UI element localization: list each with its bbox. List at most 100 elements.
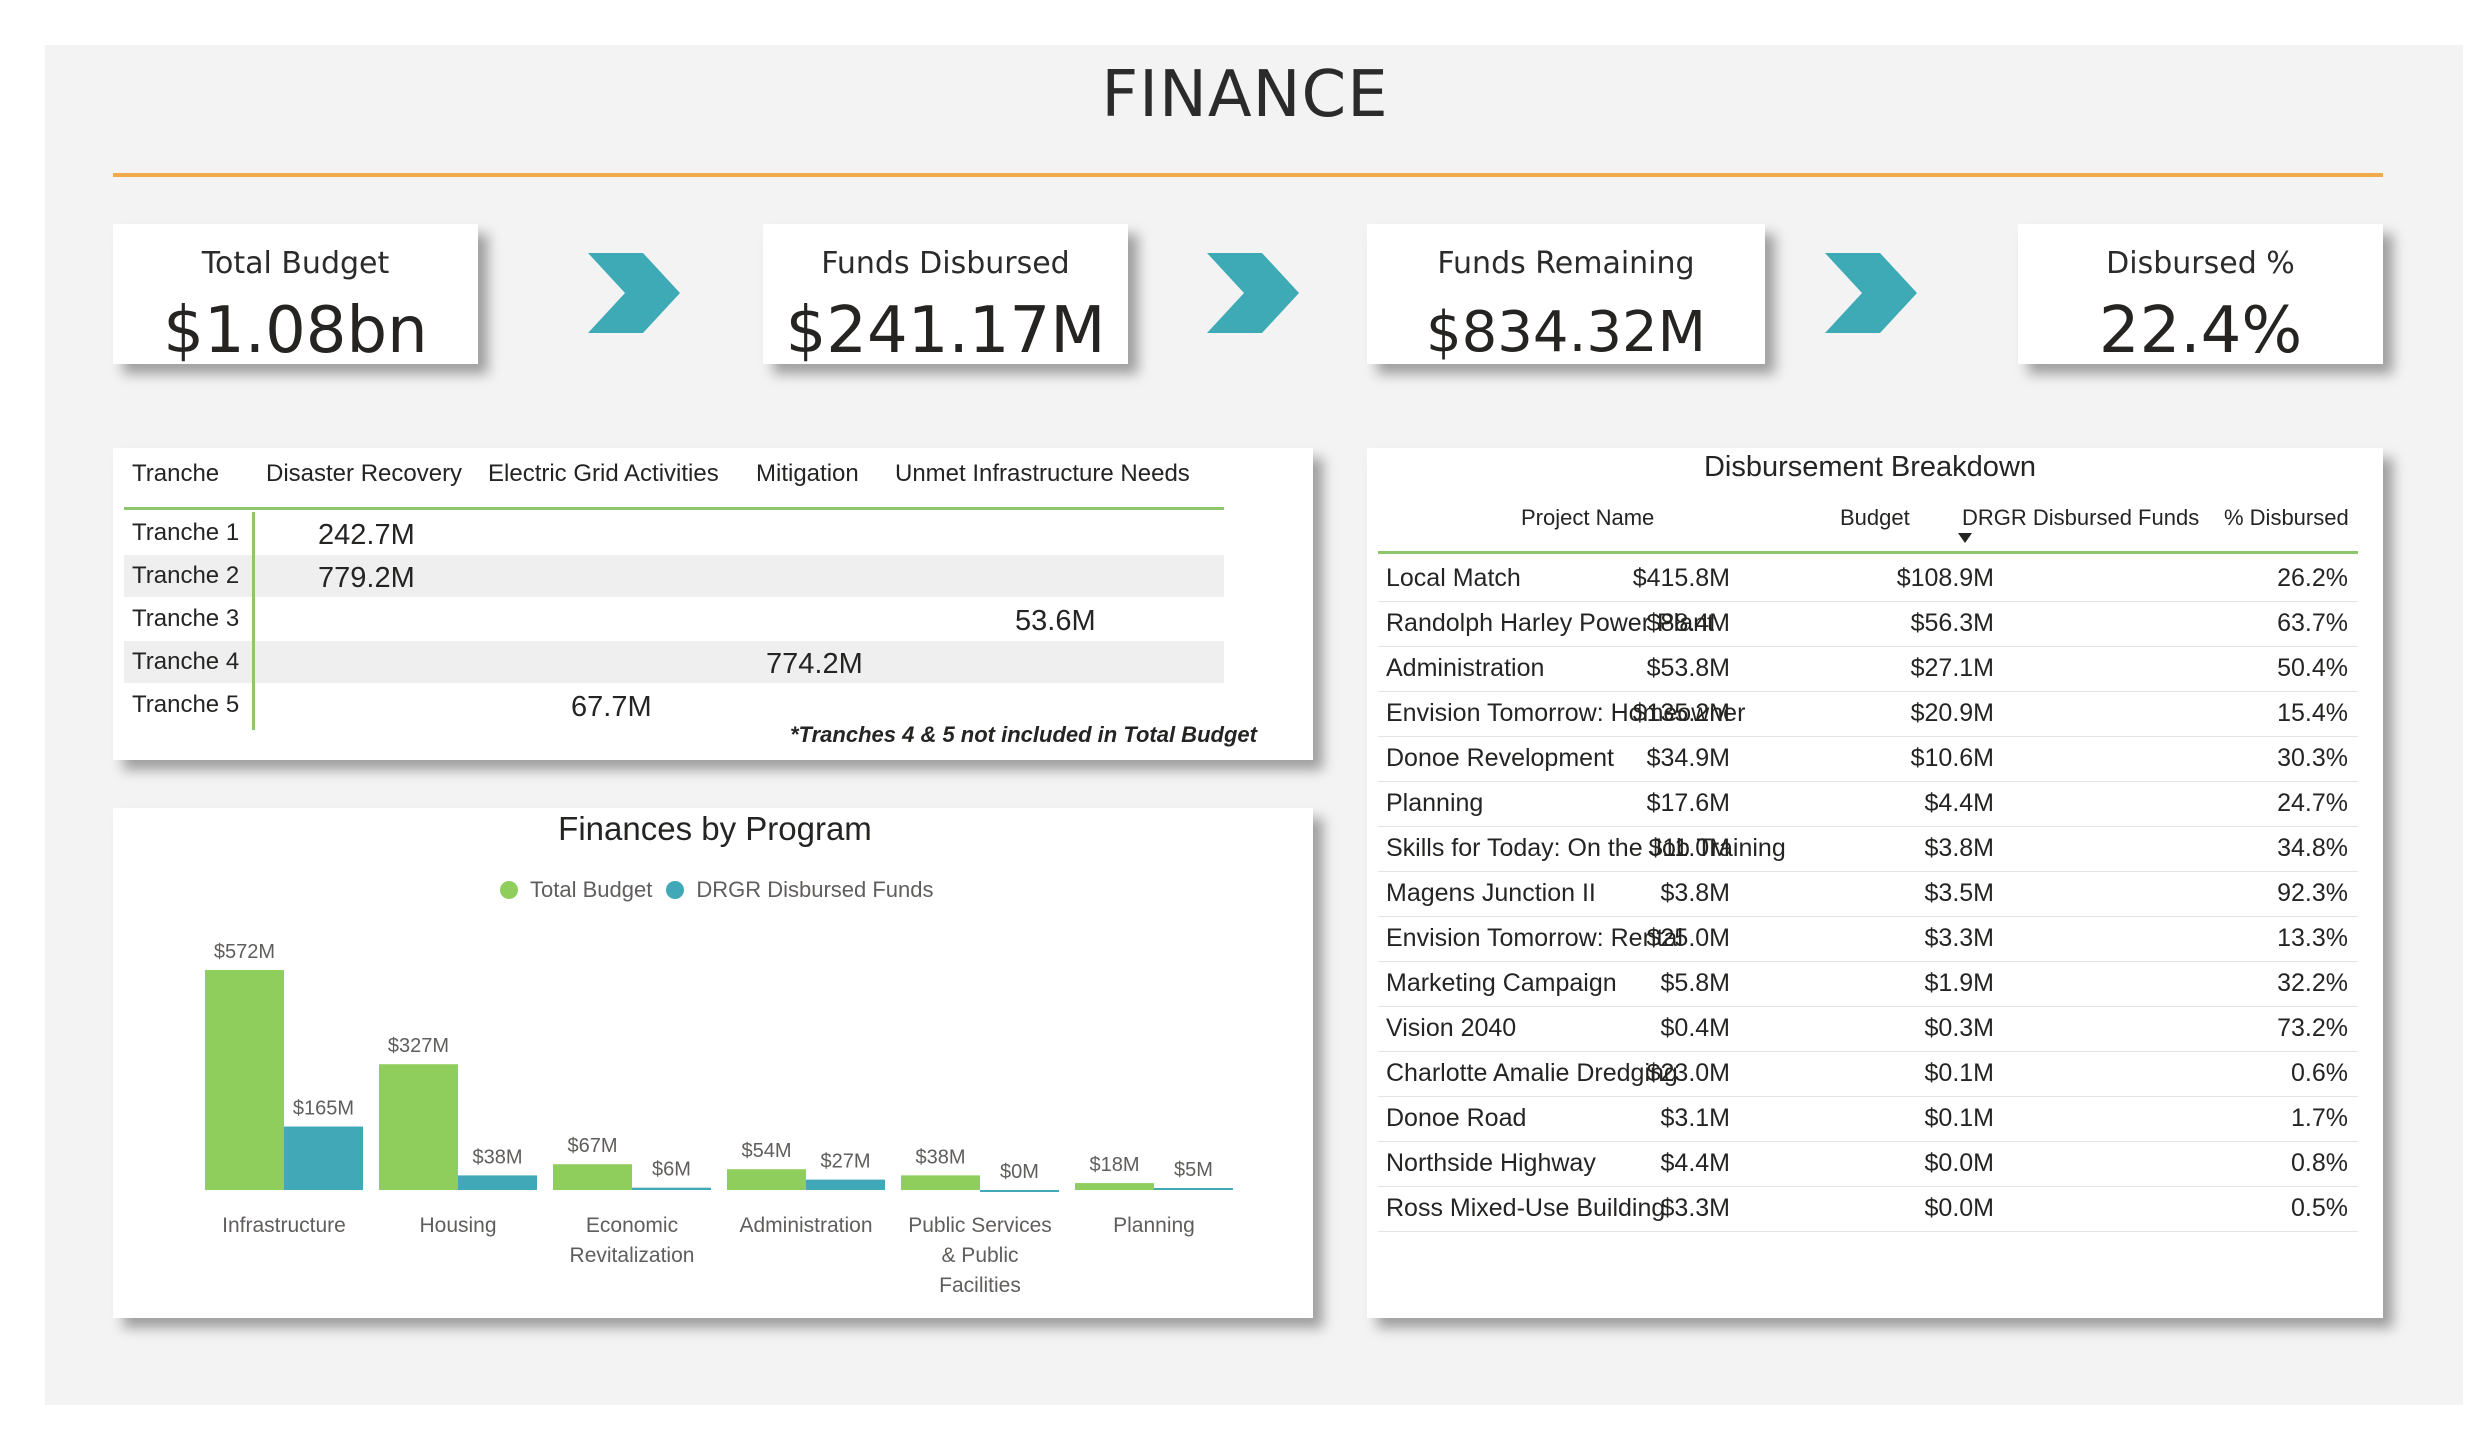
budget-cell: $3.8M	[1660, 879, 1730, 907]
project-name-cell: Northside Highway	[1386, 1149, 1596, 1177]
project-name-cell: Envision Tomorrow: Rental	[1386, 924, 1683, 952]
bar-total-budget[interactable]	[727, 1169, 806, 1190]
x-axis-category-label: Housing	[419, 1214, 496, 1237]
bar-drgr-disbursed[interactable]	[806, 1179, 885, 1190]
bar-drgr-disbursed[interactable]	[284, 1126, 363, 1190]
percent-disbursed-cell: 1.7%	[2291, 1104, 2348, 1132]
matrix-row[interactable]: Tranche 4 774.2M	[124, 641, 1224, 683]
kpi-card-total-budget[interactable]: Total Budget $1.08bn	[113, 224, 478, 368]
bar-total-budget[interactable]	[379, 1064, 458, 1190]
project-name-cell: Planning	[1386, 789, 1484, 817]
legend-label-total-budget: Total Budget	[530, 877, 653, 902]
disbursement-card[interactable]	[1367, 448, 2383, 1318]
table-header-divider	[1378, 551, 2358, 554]
table-row[interactable]: Magens Junction II $3.8M $3.5M 92.3%	[1378, 871, 2358, 917]
table-row[interactable]: Envision Tomorrow: Rental $25.0M $3.3M 13.3…	[1378, 916, 2358, 962]
bar-total-budget[interactable]	[553, 1164, 632, 1190]
kpi-card-funds-remaining[interactable]: Funds Remaining $834.32M	[1367, 224, 1765, 365]
matrix-row[interactable]: Tranche 2 779.2M	[124, 555, 1224, 597]
table-row[interactable]: Charlotte Amalie Dredging $23.0M $0.1M 0.6%	[1378, 1051, 2358, 1097]
table-row[interactable]: Administration $53.8M $27.1M 50.4%	[1378, 646, 2358, 692]
kpi-card-disbursed-percent[interactable]: Disbursed % 22.4%	[2018, 224, 2383, 368]
matrix-footnote: *Tranches 4 & 5 not included in Total Bu…	[790, 722, 1257, 747]
kpi-label: Funds Disbursed	[821, 246, 1070, 281]
budget-cell: $4.4M	[1660, 1149, 1730, 1177]
project-name-cell: Marketing Campaign	[1386, 969, 1617, 997]
chevron-right-icon	[1825, 253, 1917, 333]
budget-cell: $5.8M	[1660, 969, 1730, 997]
table-row[interactable]: Donoe Revelopment $34.9M $10.6M 30.3%	[1378, 736, 2358, 782]
disbursed-funds-cell: $1.9M	[1924, 969, 1994, 997]
matrix-row[interactable]: Tranche 1 242.7M	[124, 512, 1224, 554]
matrix-row[interactable]: Tranche 5 67.7M	[124, 684, 1224, 726]
disbursed-funds-cell: $3.3M	[1924, 924, 1994, 952]
percent-disbursed-cell: 32.2%	[2277, 969, 2348, 997]
bar-drgr-disbursed[interactable]	[458, 1175, 537, 1190]
x-axis-category-label: Economic	[586, 1214, 678, 1237]
column-header-project-name[interactable]: Project Name	[1521, 505, 1655, 530]
disbursed-funds-cell: $27.1M	[1910, 654, 1994, 682]
budget-cell: $3.3M	[1660, 1194, 1730, 1222]
kpi-value: $834.32M	[1426, 300, 1706, 365]
project-name-cell: Envision Tomorrow: Homeowner	[1386, 699, 1746, 727]
disbursed-funds-cell: $3.5M	[1924, 879, 1994, 907]
matrix-row[interactable]: Tranche 3 53.6M	[124, 598, 1224, 640]
kpi-value: $241.17M	[785, 294, 1106, 368]
disbursed-funds-cell: $10.6M	[1910, 744, 1994, 772]
bar-total-budget[interactable]	[205, 970, 284, 1190]
x-axis-category-label: Facilities	[939, 1274, 1021, 1297]
x-axis-category-label: Public Services	[908, 1214, 1052, 1237]
tranche-matrix-card[interactable]	[113, 448, 1313, 760]
title-divider	[113, 173, 2383, 177]
bar-total-budget[interactable]	[1075, 1183, 1154, 1190]
bar-data-label: $18M	[1089, 1154, 1139, 1176]
disbursed-funds-cell: $0.0M	[1924, 1149, 1994, 1177]
table-row[interactable]: Randolph Harley Power Plant $88.4M $56.3M 6…	[1378, 601, 2358, 647]
bar-drgr-disbursed[interactable]	[1154, 1188, 1233, 1190]
disbursed-funds-cell: $0.3M	[1924, 1014, 1994, 1042]
project-name-cell: Donoe Road	[1386, 1104, 1527, 1132]
table-row[interactable]: Ross Mixed-Use Building $3.3M $0.0M 0.5%	[1378, 1186, 2358, 1232]
disbursed-funds-cell: $3.8M	[1924, 834, 1994, 862]
matrix-cell: 774.2M	[766, 648, 863, 680]
finances-bar-chart: $572M $165M Infrastructure $327M $38M Housing…	[205, 941, 1233, 1297]
table-row[interactable]: Planning $17.6M $4.4M 24.7%	[1378, 781, 2358, 827]
matrix-row-label: Tranche 4	[132, 648, 240, 675]
column-header-budget[interactable]: Budget	[1840, 505, 1910, 530]
bar-data-label: $572M	[214, 941, 275, 963]
finances-chart-card[interactable]	[113, 808, 1313, 1318]
bar-drgr-disbursed[interactable]	[632, 1187, 711, 1190]
budget-cell: $88.4M	[1646, 609, 1730, 637]
column-header-percent-disbursed[interactable]: % Disbursed	[2224, 505, 2349, 530]
matrix-header-tranche: Tranche	[132, 460, 220, 487]
kpi-card-funds-disbursed[interactable]: Funds Disbursed $241.17M	[763, 224, 1128, 368]
matrix-cell: 779.2M	[318, 562, 415, 594]
budget-cell: $3.1M	[1660, 1104, 1730, 1132]
bar-total-budget[interactable]	[901, 1175, 980, 1190]
project-name-cell: Randolph Harley Power Plant	[1386, 609, 1714, 637]
table-row[interactable]: Local Match $415.8M $108.9M 26.2%	[1378, 556, 2358, 602]
budget-cell: $34.9M	[1646, 744, 1730, 772]
chevron-right-icon	[1207, 253, 1299, 333]
column-header-drgr-disbursed[interactable]: DRGR Disbursed Funds	[1962, 505, 2200, 530]
x-axis-category-label: Planning	[1113, 1214, 1195, 1237]
matrix-row-label: Tranche 3	[132, 605, 240, 632]
chart-legend: Total Budget DRGR Disbursed Funds	[500, 877, 934, 903]
bar-data-label: $38M	[915, 1146, 965, 1168]
table-row[interactable]: Skills for Today: On the Job Training $11…	[1378, 826, 2358, 872]
chevron-right-icon	[588, 253, 680, 333]
bar-data-label: $6M	[652, 1159, 691, 1181]
sort-desc-icon[interactable]	[1958, 533, 1972, 543]
percent-disbursed-cell: 0.8%	[2291, 1149, 2348, 1177]
disbursed-funds-cell: $20.9M	[1910, 699, 1994, 727]
table-row[interactable]: Northside Highway $4.4M $0.0M 0.8%	[1378, 1141, 2358, 1187]
x-axis-category-label: Infrastructure	[222, 1214, 346, 1237]
disbursed-funds-cell: $0.1M	[1924, 1104, 1994, 1132]
table-row[interactable]: Marketing Campaign $5.8M $1.9M 32.2%	[1378, 961, 2358, 1007]
legend-swatch-drgr-disbursed	[666, 881, 685, 899]
table-row[interactable]: Donoe Road $3.1M $0.1M 1.7%	[1378, 1096, 2358, 1142]
table-row[interactable]: Vision 2040 $0.4M $0.3M 73.2%	[1378, 1006, 2358, 1052]
kpi-label: Disbursed %	[2106, 246, 2295, 281]
bar-drgr-disbursed[interactable]	[980, 1190, 1059, 1192]
table-row[interactable]: Envision Tomorrow: Homeowner $135.2M $20.9…	[1378, 691, 2358, 737]
